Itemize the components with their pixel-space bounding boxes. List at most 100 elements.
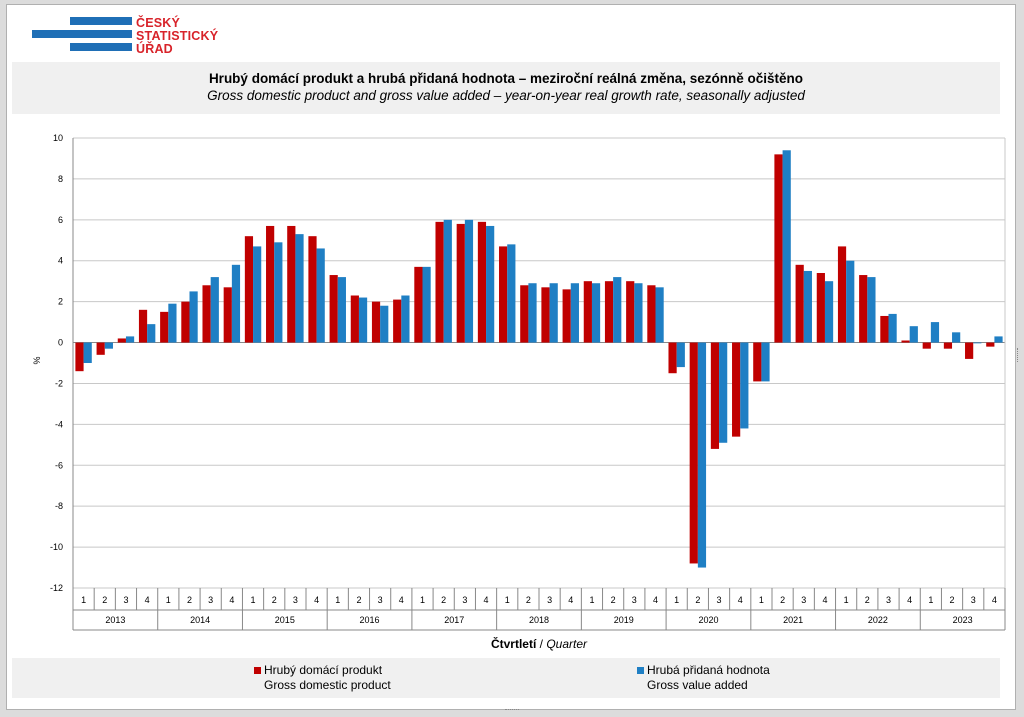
logo-bars-icon xyxy=(32,17,132,51)
x-tick-label-quarter: 4 xyxy=(907,595,912,605)
bar xyxy=(837,246,847,343)
bar xyxy=(859,275,868,343)
bar xyxy=(380,305,389,343)
bar xyxy=(570,283,579,343)
bar xyxy=(761,342,770,382)
x-tick-label-quarter: 1 xyxy=(335,595,340,605)
bar xyxy=(316,248,325,343)
x-tick-label-quarter: 4 xyxy=(484,595,489,605)
bar xyxy=(655,287,664,343)
x-tick-label-quarter: 2 xyxy=(611,595,616,605)
x-tick-label-quarter: 4 xyxy=(653,595,658,605)
bar xyxy=(647,285,656,343)
bar xyxy=(591,283,601,343)
chart-subtitle: Gross domestic product and gross value a… xyxy=(207,88,805,103)
legend-swatch-gva xyxy=(637,667,644,674)
bar xyxy=(901,340,910,343)
chart-title: Hrubý domácí produkt a hrubá přidaná hod… xyxy=(208,71,804,86)
bar xyxy=(880,315,889,343)
x-tick-label-quarter: 1 xyxy=(928,595,933,605)
logo-line-2: STATISTICKÝ xyxy=(136,29,219,43)
legend-label-gva-en: Gross value added xyxy=(647,678,748,692)
bar xyxy=(626,281,635,343)
bar xyxy=(125,336,135,343)
y-tick-label: -12 xyxy=(50,583,63,593)
bar xyxy=(816,273,825,343)
x-tick-label-quarter: 3 xyxy=(462,595,467,605)
bar xyxy=(75,342,84,372)
bar xyxy=(231,264,241,343)
x-tick-label-quarter: 2 xyxy=(272,595,277,605)
bar xyxy=(337,277,346,343)
x-tick-label-quarter: 4 xyxy=(992,595,997,605)
bar xyxy=(668,342,677,374)
bar xyxy=(824,281,834,343)
x-tick-label-year: 2018 xyxy=(529,615,549,625)
x-tick-label-quarter: 3 xyxy=(123,595,128,605)
x-tick-label-quarter: 2 xyxy=(441,595,446,605)
legend-label-gdp-cz: Hrubý domácí produkt xyxy=(264,663,383,677)
bar xyxy=(943,342,953,349)
bar xyxy=(83,342,92,363)
bar xyxy=(350,295,359,343)
bar xyxy=(774,154,783,343)
legend-label-gva-cz: Hrubá přidaná hodnota xyxy=(647,663,770,677)
x-tick-label-quarter: 2 xyxy=(950,595,955,605)
bar xyxy=(965,342,974,359)
x-tick-label-quarter: 2 xyxy=(780,595,785,605)
bar xyxy=(803,270,812,343)
x-axis-label: Čtvrtletí / Quarter xyxy=(491,636,588,651)
bar xyxy=(308,236,317,343)
bar xyxy=(435,221,444,343)
bar xyxy=(422,266,431,343)
bar xyxy=(160,311,169,343)
bar xyxy=(253,246,262,343)
bar xyxy=(909,326,918,343)
bar xyxy=(676,342,685,368)
bar xyxy=(613,277,622,343)
x-tick-label-quarter: 1 xyxy=(81,595,86,605)
resize-grip-right[interactable] xyxy=(1017,348,1021,362)
bar xyxy=(477,221,487,343)
y-tick-label: -10 xyxy=(50,542,63,552)
x-tick-label-quarter: 3 xyxy=(886,595,891,605)
bar xyxy=(371,301,381,343)
bar xyxy=(549,283,558,343)
x-tick-label-quarter: 3 xyxy=(293,595,298,605)
x-tick-label-quarter: 2 xyxy=(695,595,700,605)
x-tick-label-quarter: 1 xyxy=(505,595,510,605)
resize-grip-bottom[interactable] xyxy=(505,709,519,714)
x-tick-label-quarter: 4 xyxy=(314,595,319,605)
bar xyxy=(443,219,452,343)
title-box: Hrubý domácí produkt a hrubá přidaná hod… xyxy=(12,62,1000,114)
logo-line-1: ČESKÝ xyxy=(136,16,181,30)
x-axis-label-en: Quarter xyxy=(546,637,588,651)
x-tick-label-quarter: 2 xyxy=(356,595,361,605)
bar xyxy=(634,283,643,343)
bar xyxy=(541,287,550,343)
legend-item-gdp: Hrubý domácí produkt Gross domestic prod… xyxy=(254,663,391,693)
x-tick-label-quarter: 1 xyxy=(251,595,256,605)
x-tick-label-quarter: 4 xyxy=(399,595,404,605)
y-tick-label: 2 xyxy=(58,297,63,307)
x-tick-label-quarter: 1 xyxy=(589,595,594,605)
y-tick-label: 8 xyxy=(58,174,63,184)
x-tick-label-year: 2020 xyxy=(698,615,718,625)
x-tick-label-quarter: 2 xyxy=(526,595,531,605)
y-tick-label: 4 xyxy=(58,256,63,266)
bar xyxy=(507,244,516,343)
x-tick-label-quarter: 1 xyxy=(166,595,171,605)
bar xyxy=(719,342,728,443)
x-tick-label-quarter: 4 xyxy=(738,595,743,605)
x-tick-label-quarter: 2 xyxy=(102,595,107,605)
x-tick-label-quarter: 3 xyxy=(717,595,722,605)
bar xyxy=(464,219,474,343)
bar xyxy=(520,285,529,343)
x-tick-label-quarter: 4 xyxy=(229,595,234,605)
bar xyxy=(922,342,931,349)
x-tick-label-quarter: 3 xyxy=(547,595,552,605)
bar xyxy=(562,289,571,343)
legend: Hrubý domácí produkt Gross domestic prod… xyxy=(12,658,1000,698)
bar xyxy=(710,342,720,449)
bar xyxy=(994,336,1003,343)
